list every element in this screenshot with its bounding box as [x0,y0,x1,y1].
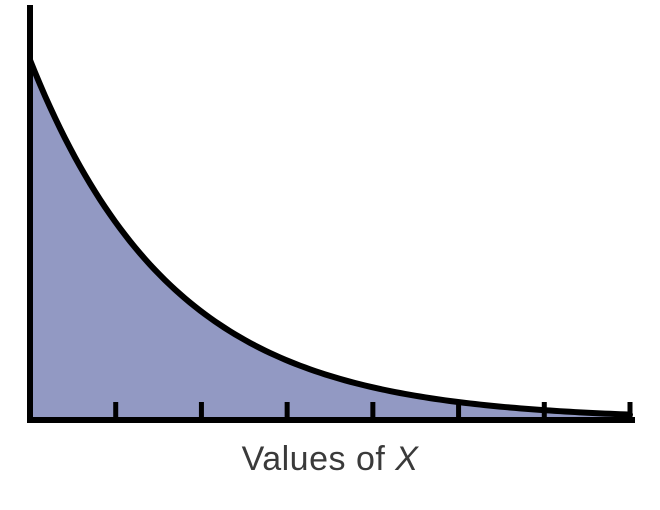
exponential-density-chart: Values of X [0,0,660,510]
density-area [30,60,630,420]
chart-svg [0,0,660,510]
x-axis-label-text: Values of [242,440,396,478]
x-axis-label-var: X [395,440,418,478]
x-axis-label: Values of X [0,440,660,479]
